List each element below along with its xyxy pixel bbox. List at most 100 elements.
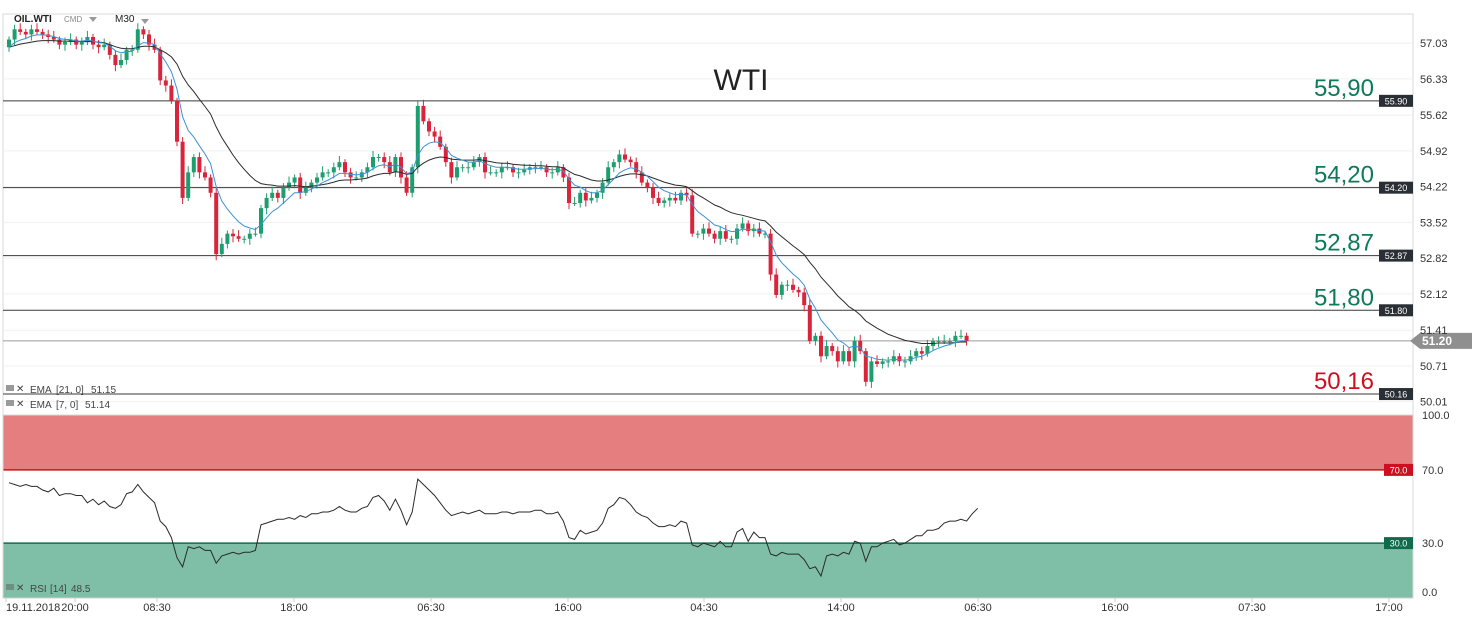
candle <box>488 166 493 176</box>
candle-body <box>796 289 801 293</box>
candle <box>645 179 650 193</box>
candle <box>919 346 924 360</box>
candle-body <box>354 177 359 179</box>
candle-body <box>679 192 683 201</box>
rsi-band-tag: 30.0 <box>1384 537 1413 550</box>
candle-body <box>35 29 39 32</box>
candle-body <box>7 39 11 48</box>
ema21-name: EMA <box>30 385 52 396</box>
price-axis[interactable]: 57.03 56.33 55.62 54.92 54.22 53.52 52.82 52.12… <box>1420 38 1448 409</box>
rsi-name: RSI <box>30 584 47 595</box>
level-tag-text: 51.80 <box>1385 306 1408 316</box>
rsi-legend[interactable]: ✕ RSI [14] 48.5 <box>6 583 91 595</box>
menu-icon[interactable] <box>6 385 14 391</box>
candle-body <box>712 233 717 239</box>
remove-icon[interactable]: ✕ <box>16 399 24 410</box>
chevron-down-icon[interactable] <box>141 19 149 24</box>
candle <box>589 191 594 204</box>
ema7-value: 51.14 <box>85 400 110 411</box>
time-tick-label: 06:30 <box>417 602 445 614</box>
candle <box>438 130 443 150</box>
candle-body <box>96 44 101 48</box>
candle <box>135 23 140 53</box>
candle <box>421 99 426 125</box>
time-axis[interactable]: 19.11.2018 20:00 08:30 18:00 06:30 16:00 04:30… <box>5 598 1403 614</box>
candle-body <box>410 167 415 193</box>
candle <box>455 161 459 181</box>
candle-body <box>623 154 627 160</box>
candle-body <box>903 361 907 363</box>
candle-body <box>51 36 56 40</box>
candle <box>578 189 583 208</box>
candle-body <box>561 167 566 178</box>
candle-body <box>124 49 129 60</box>
symbol-label[interactable]: OIL.WTI <box>14 14 52 25</box>
level-label: 55,90 <box>1314 75 1374 102</box>
candle <box>460 164 465 172</box>
candle <box>275 189 280 203</box>
rsi-tick-label: 100.0 <box>1422 410 1450 422</box>
menu-icon[interactable] <box>6 400 14 406</box>
candle-body <box>371 157 375 168</box>
legend-item-ema21[interactable]: ✕ EMA [21, 0] 51.15 <box>6 384 116 396</box>
price-tick-label: 52.82 <box>1420 253 1448 265</box>
level-label: 52,87 <box>1314 230 1374 257</box>
candle <box>824 339 829 360</box>
candle <box>203 166 207 181</box>
rsi-panel[interactable]: 70.0 30.0 100.0 70.0 30.0 0.0 <box>2 410 1450 599</box>
candle-body <box>427 121 431 132</box>
candle <box>735 223 739 245</box>
ema7-line <box>8 34 967 361</box>
candle <box>7 36 11 52</box>
candle <box>382 152 387 169</box>
candle <box>186 166 191 201</box>
price-tick-label: 53.52 <box>1420 217 1448 229</box>
candle-body <box>606 167 611 183</box>
candle-body <box>85 36 90 43</box>
level-tag: 52.87 <box>1379 249 1413 262</box>
candle <box>746 220 751 236</box>
candle-body <box>343 162 347 173</box>
level-label: 51,80 <box>1314 284 1374 311</box>
candle-body <box>595 192 599 198</box>
legend-item-ema7[interactable]: ✕ EMA [7, 0] 51.14 <box>6 399 110 411</box>
candle-body <box>544 167 549 173</box>
candle-body <box>499 167 504 173</box>
candle <box>337 156 342 171</box>
candle-body <box>225 233 230 244</box>
timeframe-label[interactable]: M30 <box>115 14 135 25</box>
candle-body <box>102 44 107 48</box>
candle <box>404 171 409 196</box>
candle <box>471 156 476 171</box>
candle-body <box>264 197 269 209</box>
candle <box>611 159 616 172</box>
symbol-tag: CMD <box>64 15 82 24</box>
candle <box>847 348 851 366</box>
candle <box>908 350 913 365</box>
indicator-legend: ✕ EMA [21, 0] 51.15 ✕ EMA [7, 0] 51.14 <box>6 384 116 411</box>
candle-body <box>421 105 426 122</box>
candle <box>415 101 420 174</box>
remove-icon[interactable]: ✕ <box>16 583 24 594</box>
candle <box>617 149 622 169</box>
candle <box>410 164 415 198</box>
candle-body <box>382 157 387 163</box>
candle <box>835 346 840 368</box>
candle <box>74 36 79 50</box>
candle <box>113 50 118 72</box>
chevron-down-icon[interactable] <box>89 17 97 22</box>
level-label: 54,20 <box>1314 162 1374 189</box>
remove-icon[interactable]: ✕ <box>16 384 24 395</box>
candle-body <box>79 42 84 45</box>
candle-body <box>455 167 459 178</box>
chart-title: WTI <box>714 64 769 97</box>
menu-icon[interactable] <box>6 584 14 590</box>
candle <box>964 332 969 346</box>
level-tag-bg <box>1379 304 1413 317</box>
candle-body <box>942 340 947 342</box>
candle-body <box>40 31 45 35</box>
rsi-band-tag: 70.0 <box>1384 463 1413 476</box>
candle <box>483 152 487 179</box>
candle <box>802 287 807 312</box>
candle-body <box>460 167 465 169</box>
